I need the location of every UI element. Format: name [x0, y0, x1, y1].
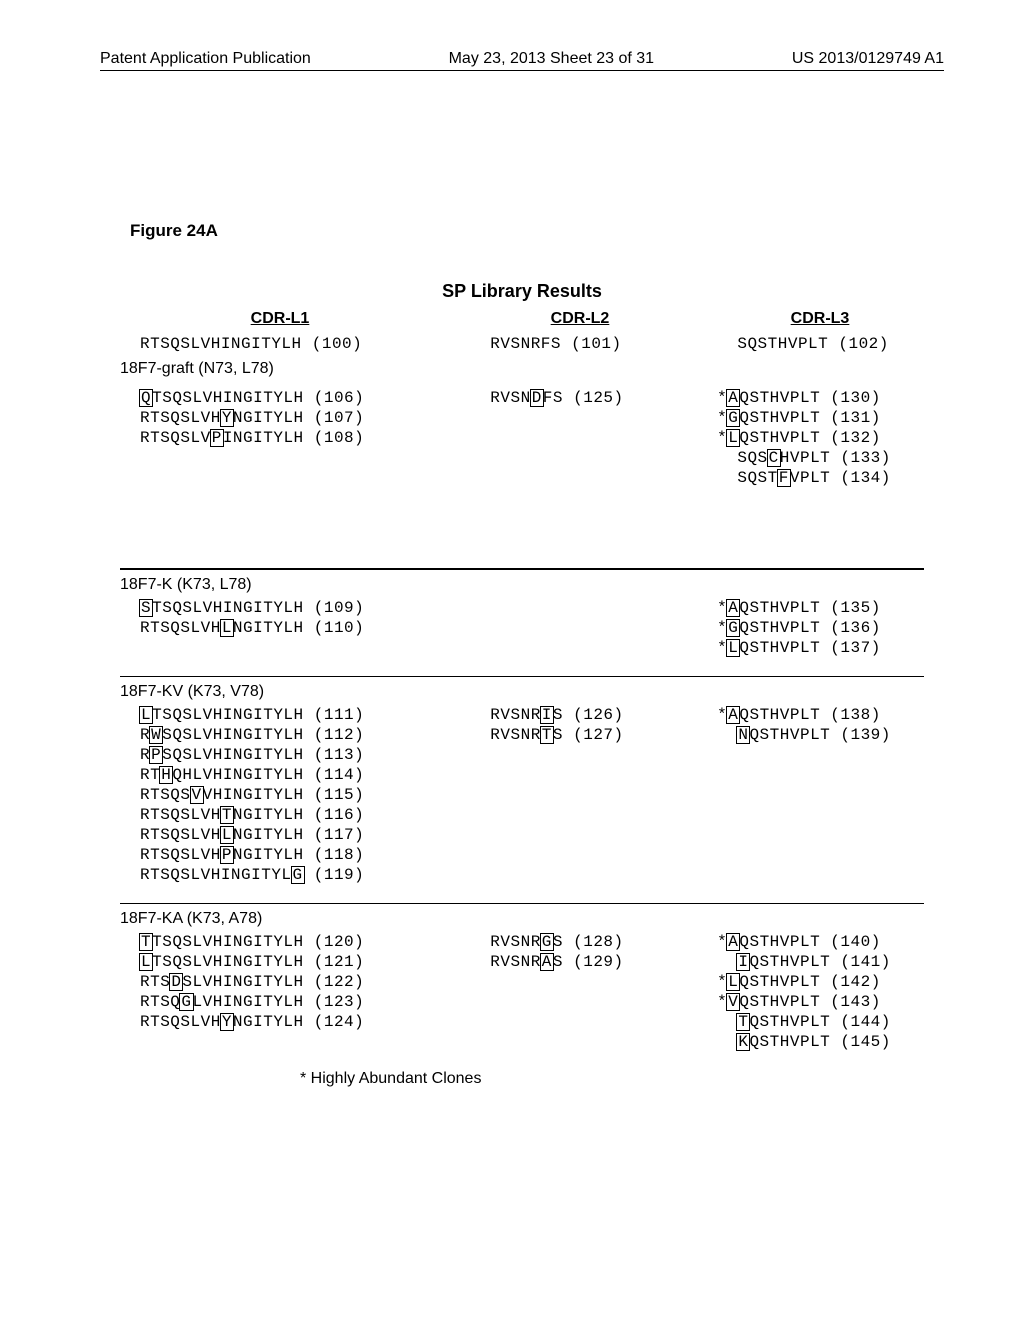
- table-title: SP Library Results: [100, 281, 944, 302]
- kv-l3: *AQSTHVPLT (138) NQSTHVPLT (139): [717, 705, 944, 745]
- ka-l1: TTSQSLVHINGITYLH (120) LTSQSLVHINGITYLH …: [100, 932, 480, 1032]
- k-label: 18F7-K (K73, L78): [120, 576, 944, 594]
- kv-block: LTSQSLVHINGITYLH (111) RWSQSLVHINGITYLH …: [100, 705, 944, 885]
- graft-l3: SQSTHVPLT (102): [717, 334, 944, 354]
- kv-label: 18F7-KV (K73, V78): [120, 683, 944, 701]
- graft-label: 18F7-graft (N73, L78): [120, 360, 944, 378]
- col-hdr-l2: CDR-L2: [460, 310, 700, 328]
- hdr-left: Patent Application Publication: [100, 50, 311, 68]
- figure-label: Figure 24A: [130, 221, 944, 241]
- graft-l1: RTSQSLVHINGITYLH (100): [100, 334, 480, 354]
- separator-thick: [120, 568, 924, 570]
- kv-l2: RVSNRIS (126) RVSNRTS (127): [480, 705, 717, 745]
- hdr-right: US 2013/0129749 A1: [792, 50, 944, 68]
- kv-l1: LTSQSLVHINGITYLH (111) RWSQSLVHINGITYLH …: [100, 705, 480, 885]
- ka-l3: *AQSTHVPLT (140) IQSTHVPLT (141) *LQSTHV…: [717, 932, 944, 1052]
- ka-block: TTSQSLVHINGITYLH (120) LTSQSLVHINGITYLH …: [100, 932, 944, 1052]
- k-l1: STSQSLVHINGITYLH (109) RTSQSLVHLNGITYLH …: [100, 598, 480, 638]
- block1-l2: RVSNDFS (125): [480, 388, 717, 408]
- hdr-center: May 23, 2013 Sheet 23 of 31: [449, 50, 654, 68]
- ka-l2: RVSNRGS (128) RVSNRAS (129): [480, 932, 717, 972]
- col-hdr-l3: CDR-L3: [700, 310, 940, 328]
- page-header: Patent Application Publication May 23, 2…: [100, 50, 944, 71]
- graft-row: RTSQSLVHINGITYLH (100) RVSNRFS (101) SQS…: [100, 334, 944, 354]
- block1: QTSQSLVHINGITYLH (106) RTSQSLVHYNGITYLH …: [100, 388, 944, 488]
- graft-l2: RVSNRFS (101): [480, 334, 717, 354]
- page: Patent Application Publication May 23, 2…: [0, 0, 1024, 1320]
- k-block: STSQSLVHINGITYLH (109) RTSQSLVHLNGITYLH …: [100, 598, 944, 658]
- column-headers: CDR-L1 CDR-L2 CDR-L3: [100, 310, 944, 328]
- separator: [120, 903, 924, 904]
- footnote: * Highly Abundant Clones: [300, 1070, 944, 1088]
- block1-l1: QTSQSLVHINGITYLH (106) RTSQSLVHYNGITYLH …: [100, 388, 480, 448]
- k-l3: *AQSTHVPLT (135) *GQSTHVPLT (136) *LQSTH…: [717, 598, 944, 658]
- col-hdr-l1: CDR-L1: [100, 310, 460, 328]
- separator: [120, 676, 924, 677]
- block1-l3: *AQSTHVPLT (130) *GQSTHVPLT (131) *LQSTH…: [717, 388, 944, 488]
- ka-label: 18F7-KA (K73, A78): [120, 910, 944, 928]
